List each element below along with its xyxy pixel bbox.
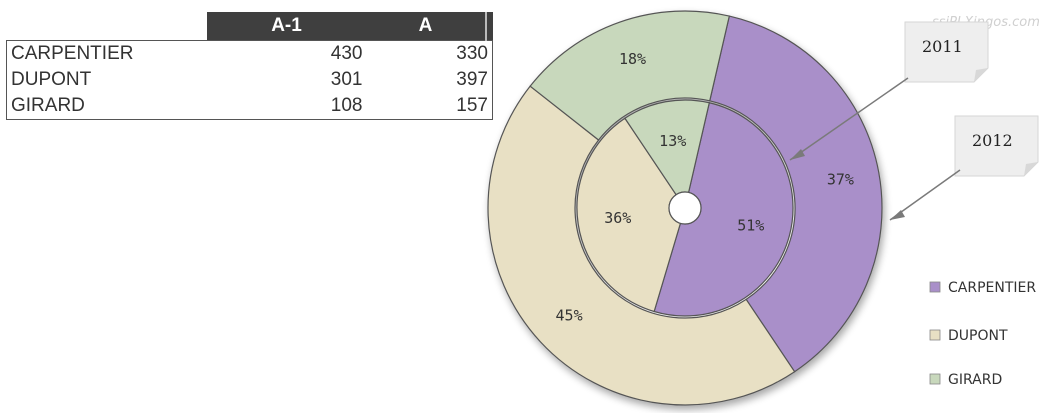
slice-label-2012-dupont: 45% — [556, 306, 583, 324]
slice-label-2011-dupont: 36% — [604, 209, 631, 227]
table-row: DUPONT 301 397 — [7, 67, 493, 93]
annotation-2012-label: 2012 — [972, 131, 1013, 150]
legend-swatch — [929, 329, 941, 341]
slice-label-2012-carpentier: 37% — [827, 170, 854, 188]
outer-ring — [487, 10, 883, 406]
legend-item-girard: GIRARD — [929, 372, 1002, 388]
slice-label-2011-girard: 13% — [659, 132, 686, 150]
doughnut-hole — [668, 191, 702, 225]
legend-label: DUPONT — [948, 328, 1008, 344]
row-name: GIRARD — [11, 95, 85, 116]
percent-labels: 51% 36% 13% 37% 45% 18% — [556, 50, 854, 324]
row-name: CARPENTIER — [11, 43, 134, 64]
table-row: GIRARD 108 157 — [7, 93, 493, 120]
row-value-a: 157 — [366, 93, 493, 120]
slice-2012-girard — [529, 10, 731, 141]
legend-swatch — [929, 373, 941, 385]
row-value-a1: 430 — [330, 43, 363, 64]
annotation-2011: 2011 — [789, 21, 989, 161]
row-value-a1: 301 — [330, 69, 363, 90]
legend-item-carpentier: CARPENTIER — [929, 280, 1036, 296]
legend-label: CARPENTIER — [948, 280, 1036, 296]
inner-ring — [576, 99, 794, 317]
legend-item-dupont: DUPONT — [929, 328, 1008, 344]
slice-2012-carpentier — [709, 15, 883, 373]
annotation-2011-label: 2011 — [922, 37, 963, 56]
row-value-a: 330 — [366, 40, 493, 67]
table-header-row: A-1 A — [7, 12, 493, 41]
legend-label: GIRARD — [948, 372, 1002, 388]
legend-swatch — [929, 281, 941, 293]
row-value-a1: 108 — [330, 95, 363, 116]
row-name: DUPONT — [11, 69, 92, 90]
table-row: CARPENTIER 430 330 — [7, 40, 493, 67]
legend: CARPENTIER DUPONT GIRARD — [929, 280, 1036, 388]
table-header-tail — [484, 12, 493, 41]
row-value-a: 397 — [366, 67, 493, 93]
table-header-a1: A-1 — [206, 12, 367, 41]
annotation-2012: 2012 — [889, 115, 1039, 221]
slice-2012-dupont — [487, 85, 796, 406]
data-table: A-1 A CARPENTIER 430 330 DUPONT 301 397 … — [6, 12, 493, 120]
data-table-container: A-1 A CARPENTIER 430 330 DUPONT 301 397 … — [6, 12, 493, 120]
slice-label-2011-carpentier: 51% — [737, 216, 764, 234]
table-header-a: A — [366, 12, 486, 41]
slice-label-2012-girard: 18% — [619, 50, 646, 68]
